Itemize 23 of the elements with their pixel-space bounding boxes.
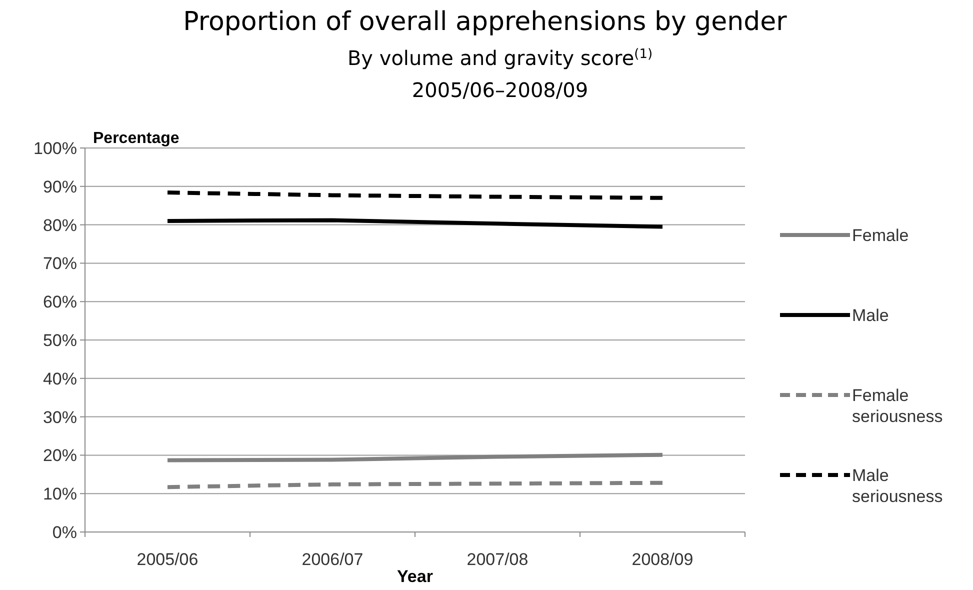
y-tick-label: 80% — [42, 216, 77, 235]
y-tick-label: 100% — [34, 138, 77, 158]
x-tick-label: 2008/09 — [632, 550, 694, 569]
y-tick-label: 90% — [42, 177, 77, 196]
y-tick-label: 40% — [42, 369, 77, 388]
x-tick-label: 2006/07 — [302, 550, 364, 569]
x-tick-label: 2005/06 — [136, 550, 198, 569]
y-tick-label: 0% — [52, 522, 77, 542]
x-axis-title: Year — [397, 567, 434, 586]
y-tick-label: 20% — [42, 446, 77, 466]
legend-label: Female seriousness — [852, 386, 943, 426]
y-tick-label: 30% — [42, 408, 77, 427]
legend-label: Male — [852, 306, 889, 325]
y-tick-label: 60% — [42, 292, 77, 312]
y-tick-label: 10% — [42, 484, 77, 504]
x-tick-label: 2007/08 — [466, 550, 528, 569]
y-tick-label: 70% — [42, 254, 77, 274]
y-axis-title: Percentage — [93, 130, 180, 147]
text: By volume and gravity score$^{(1)}$ 2005/06–2008/09 — [347, 46, 653, 102]
legend-label: Male seriousness — [852, 466, 943, 506]
legend-label: Female — [852, 226, 909, 245]
chart-title: Proportion of overall apprehensions by gender — [183, 7, 788, 37]
y-tick-label: 50% — [42, 330, 77, 350]
